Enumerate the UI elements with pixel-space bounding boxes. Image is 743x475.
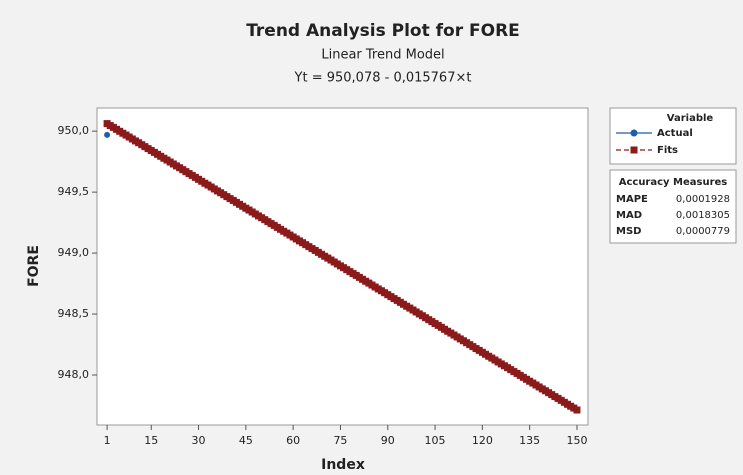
legend-label: Fits [657, 145, 678, 156]
y-tick-label: 948,0 [58, 368, 90, 381]
legend-label: Actual [657, 128, 693, 139]
accuracy-value: 0,0018305 [676, 210, 730, 221]
chart-title: Trend Analysis Plot for FORE [246, 21, 520, 41]
accuracy-name: MSD [616, 226, 641, 237]
accuracy-value: 0,0001928 [676, 194, 730, 205]
subtitle: Linear Trend Model [321, 48, 444, 63]
x-tick-label: 1 [104, 434, 111, 447]
legend-marker [630, 146, 638, 154]
x-tick-label: 75 [333, 434, 347, 447]
y-tick-label: 950,0 [58, 124, 90, 137]
x-tick-label: 135 [519, 434, 540, 447]
x-tick-label: 15 [144, 434, 158, 447]
legend-marker [630, 129, 638, 137]
x-tick-label: 30 [192, 434, 206, 447]
marker [104, 131, 111, 138]
accuracy-title: Accuracy Measures [619, 177, 728, 188]
y-axis-label: FORE [26, 245, 42, 287]
accuracy-value: 0,0000779 [676, 226, 730, 237]
legend-title: Variable [667, 113, 714, 124]
accuracy-name: MAPE [616, 194, 648, 205]
equation: Yt = 950,078 - 0,015767×t [294, 71, 472, 86]
x-tick-label: 105 [425, 434, 446, 447]
x-tick-label: 150 [566, 434, 587, 447]
accuracy-box [609, 169, 737, 244]
x-tick-label: 90 [381, 434, 395, 447]
x-axis-label: Index [321, 457, 365, 473]
y-tick-label: 949,5 [58, 185, 90, 198]
x-tick-label: 120 [472, 434, 493, 447]
accuracy-name: MAD [616, 210, 642, 221]
x-tick-label: 60 [286, 434, 300, 447]
marker [573, 406, 581, 414]
x-tick-label: 45 [239, 434, 253, 447]
y-tick-label: 948,5 [58, 307, 90, 320]
legend-box [609, 107, 737, 165]
y-tick-label: 949,0 [58, 246, 90, 259]
